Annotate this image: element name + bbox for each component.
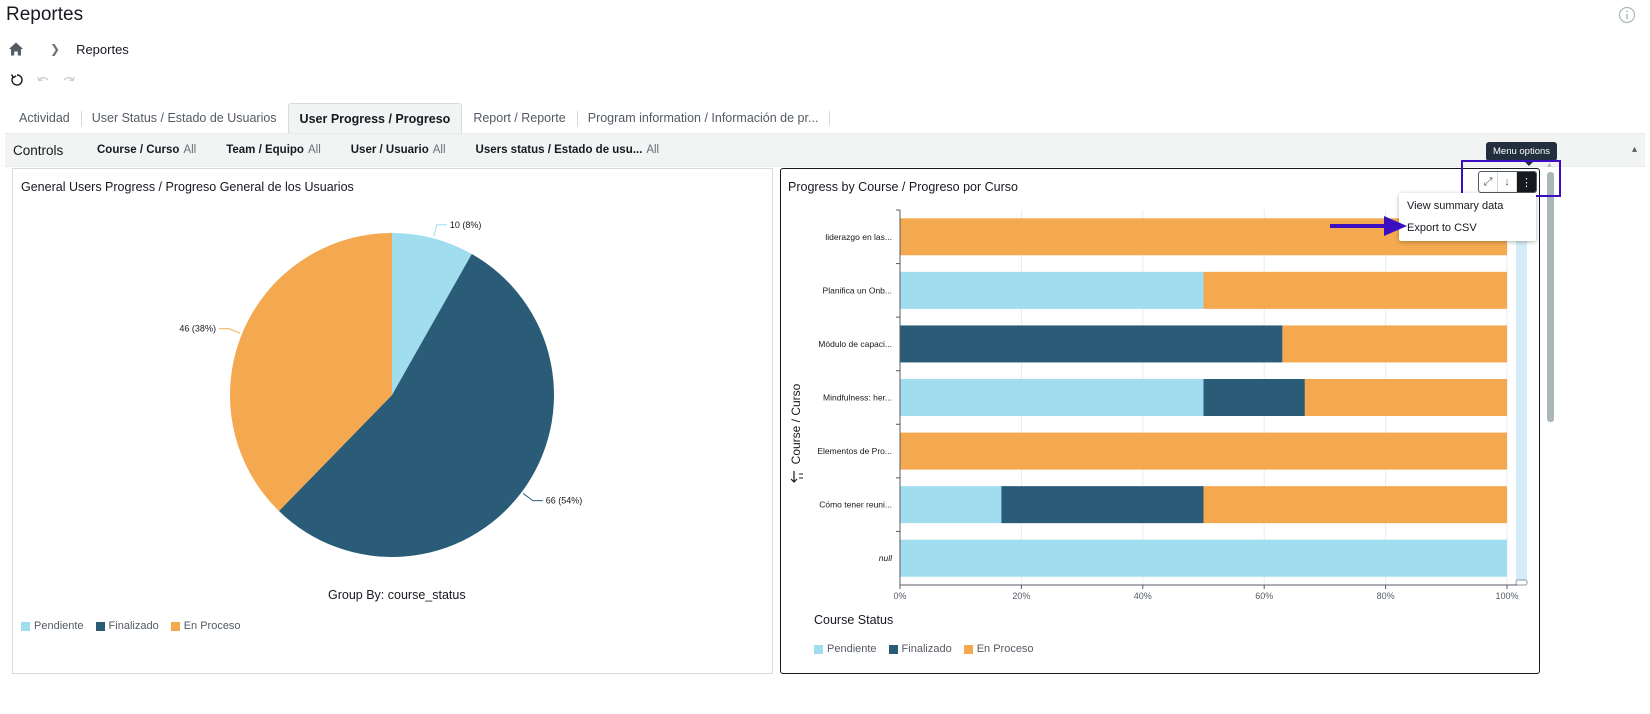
bar-segment-en-proceso[interactable] xyxy=(1203,486,1508,524)
pie-slice-finalizado[interactable] xyxy=(278,254,554,557)
sort-icon[interactable] xyxy=(790,471,803,483)
x-tick-label: 20% xyxy=(1012,591,1030,601)
controls-bar: Controls Course / Curso All Team / Equipo… xyxy=(5,133,1645,167)
undo-icon[interactable] xyxy=(36,73,50,87)
tab-program-information[interactable]: Program information / Información de pr.… xyxy=(576,103,830,133)
bar-segment-finalizado[interactable] xyxy=(900,325,1283,363)
chevron-right-icon: ❯ xyxy=(50,42,61,56)
reset-icon[interactable] xyxy=(10,73,24,87)
y-category-label: liderazgo en las... xyxy=(825,232,892,242)
pie-slice-en-proceso[interactable] xyxy=(230,233,392,512)
collapse-icon[interactable]: ▴ xyxy=(1631,144,1637,155)
legend-item-en-proceso[interactable]: En Proceso xyxy=(963,643,1034,655)
expand-icon[interactable]: ⤢ xyxy=(1479,172,1498,192)
pie-leader-line xyxy=(218,328,241,334)
info-icon[interactable] xyxy=(1618,6,1636,24)
filter-users-status[interactable]: Users status / Estado de usu... All xyxy=(475,144,660,156)
pie-data-label: 46 (38%) xyxy=(179,324,216,334)
bar-segment-en-proceso[interactable] xyxy=(1203,271,1508,309)
pie-legend: Pendiente Finalizado En Proceso xyxy=(21,620,253,632)
breadcrumb-current: Reportes xyxy=(76,41,129,57)
bar-segment-pendiente[interactable] xyxy=(900,486,1002,524)
bar-segment-pendiente[interactable] xyxy=(900,271,1204,309)
legend-swatch xyxy=(963,644,973,654)
bar-visual-title: Progress by Course / Progreso por Curso xyxy=(788,180,1018,194)
annotation-arrow-icon xyxy=(1330,216,1407,236)
pie-data-label: 66 (54%) xyxy=(546,496,583,506)
legend-swatch xyxy=(170,621,180,631)
y-category-label: Módulo de capaci... xyxy=(818,339,892,349)
bar-segment-finalizado[interactable] xyxy=(1001,486,1204,524)
page-title: Reportes xyxy=(6,4,84,25)
pie-visual-title: General Users Progress / Progreso Genera… xyxy=(21,180,354,194)
tab-user-progress[interactable]: User Progress / Progreso xyxy=(287,103,463,133)
scroll-up-icon[interactable]: ▲ xyxy=(1546,162,1553,169)
pie-data-label: 10 (8%) xyxy=(450,220,482,230)
y-category-label: Mindfulness: her... xyxy=(823,393,892,403)
bar-legend: Pendiente Finalizado En Proceso xyxy=(814,643,1046,655)
page-scrollbar[interactable]: ▲ xyxy=(1546,162,1555,426)
more-options-icon[interactable]: ⋮ xyxy=(1517,172,1536,192)
chart-scroll-handle[interactable] xyxy=(1515,579,1528,586)
filter-team[interactable]: Team / Equipo All xyxy=(226,144,321,156)
x-tick-label: 80% xyxy=(1377,591,1395,601)
download-icon[interactable]: ↓ xyxy=(1498,172,1517,192)
tab-user-status[interactable]: User Status / Estado de Usuarios xyxy=(80,103,288,133)
tab-actividad[interactable]: Actividad xyxy=(19,111,70,125)
redo-icon[interactable] xyxy=(62,73,76,87)
stacked-bar-chart: 0% 20% 40% 60% 80% 100% liderazgo en las... Pla… xyxy=(789,209,1528,601)
chart-scroll-track[interactable] xyxy=(1516,214,1527,584)
bar-x-axis-title: Course Status xyxy=(814,613,894,627)
controls-label: Controls xyxy=(13,142,64,158)
tab-report[interactable]: Report / Reporte xyxy=(473,111,566,125)
home-icon[interactable] xyxy=(8,41,24,57)
menu-options-tooltip: Menu options xyxy=(1486,142,1558,166)
bar-segment-pendiente[interactable] xyxy=(900,379,1204,416)
legend-swatch xyxy=(95,621,105,631)
sheet-tabs: Actividad User Status / Estado de Usuari… xyxy=(8,103,831,133)
legend-item-pendiente[interactable]: Pendiente xyxy=(21,620,84,632)
x-tick-label: 0% xyxy=(893,591,906,601)
x-tick-label: 60% xyxy=(1255,591,1273,601)
legend-swatch xyxy=(888,644,898,654)
x-tick-label: 100% xyxy=(1495,591,1518,601)
pie-group-by-caption: Group By: course_status xyxy=(328,588,466,602)
tab-divider xyxy=(829,111,831,125)
bar-segment-pendiente[interactable] xyxy=(900,539,1507,577)
pie-slice-pendiente[interactable] xyxy=(392,233,472,395)
bar-segment-en-proceso[interactable] xyxy=(1304,379,1507,416)
pie-chart: 10 (8%) 66 (54%) 46 (38%) xyxy=(179,220,583,557)
bar-segment-finalizado[interactable] xyxy=(1203,379,1305,416)
y-category-label: null xyxy=(879,553,893,563)
legend-item-en-proceso[interactable]: En Proceso xyxy=(170,620,241,632)
y-axis-title: Course / Curso xyxy=(789,383,803,464)
pie-leader-line xyxy=(522,493,543,502)
y-category-label: Elementos de Pro... xyxy=(817,446,892,456)
legend-item-finalizado[interactable]: Finalizado xyxy=(95,620,159,632)
bar-segment-en-proceso[interactable] xyxy=(1282,325,1507,363)
bar-segment-en-proceso[interactable] xyxy=(900,432,1507,470)
legend-item-finalizado[interactable]: Finalizado xyxy=(888,643,952,655)
filter-course[interactable]: Course / Curso All xyxy=(97,144,197,156)
history-toolbar xyxy=(10,73,76,87)
y-category-label: Planifica un Onb... xyxy=(823,285,892,295)
scrollbar-thumb[interactable] xyxy=(1547,172,1554,422)
menu-item-export-to-csv[interactable]: Export to CSV xyxy=(1407,222,1477,234)
visual-toolbar: ⤢ ↓ ⋮ xyxy=(1478,171,1537,193)
visual-menu: View summary data Export to CSV xyxy=(1399,193,1536,241)
y-category-label: Cómo tener reuni... xyxy=(819,500,892,510)
breadcrumb: ❯ Reportes xyxy=(8,40,129,58)
legend-swatch xyxy=(814,644,823,654)
filter-user[interactable]: User / Usuario All xyxy=(350,144,446,156)
pie-leader-line xyxy=(433,224,447,237)
legend-swatch xyxy=(21,621,30,631)
legend-item-pendiente[interactable]: Pendiente xyxy=(814,643,877,655)
menu-item-view-summary-data[interactable]: View summary data xyxy=(1407,200,1504,212)
x-tick-label: 40% xyxy=(1134,591,1152,601)
